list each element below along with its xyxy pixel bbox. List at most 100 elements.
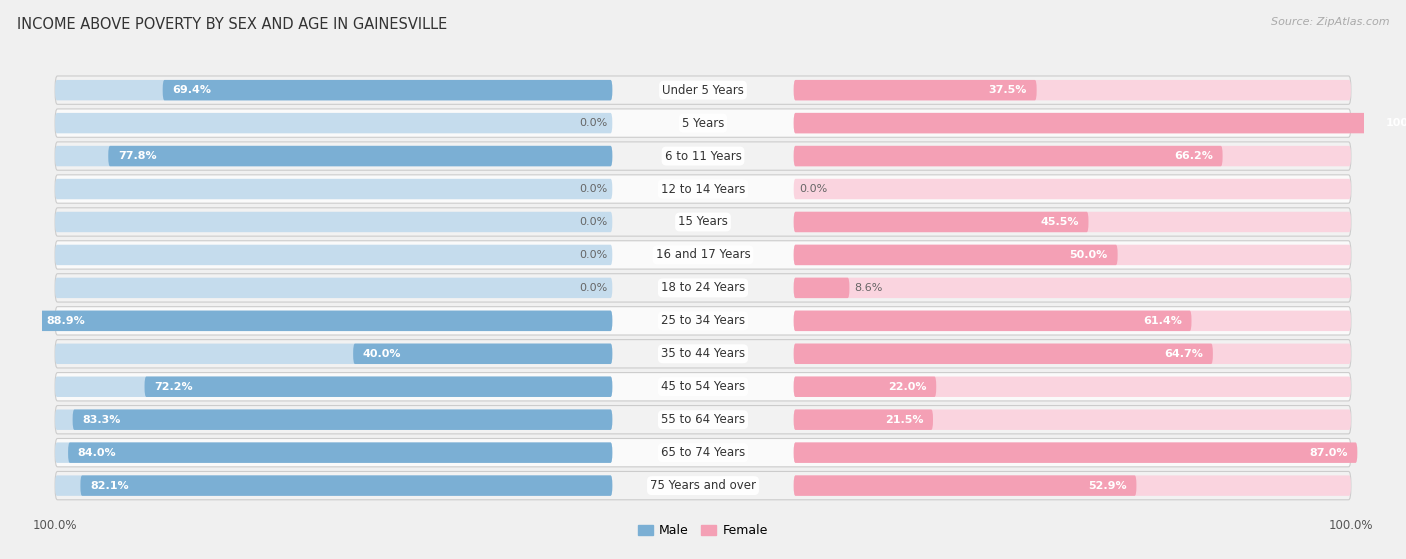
FancyBboxPatch shape xyxy=(55,405,1351,434)
Text: 75 Years and over: 75 Years and over xyxy=(650,479,756,492)
Text: 0.0%: 0.0% xyxy=(579,184,607,194)
FancyBboxPatch shape xyxy=(55,109,1351,138)
FancyBboxPatch shape xyxy=(55,438,1351,467)
FancyBboxPatch shape xyxy=(55,475,612,496)
FancyBboxPatch shape xyxy=(794,443,1351,463)
FancyBboxPatch shape xyxy=(794,245,1118,265)
FancyBboxPatch shape xyxy=(794,179,1351,199)
FancyBboxPatch shape xyxy=(55,142,1351,170)
Text: 40.0%: 40.0% xyxy=(363,349,401,359)
Text: 6 to 11 Years: 6 to 11 Years xyxy=(665,150,741,163)
Text: 21.5%: 21.5% xyxy=(884,415,924,425)
Text: 100.0%: 100.0% xyxy=(1386,118,1406,128)
Text: 45.5%: 45.5% xyxy=(1040,217,1078,227)
Text: 61.4%: 61.4% xyxy=(1143,316,1182,326)
Text: 72.2%: 72.2% xyxy=(155,382,193,392)
Text: 87.0%: 87.0% xyxy=(1309,448,1347,458)
FancyBboxPatch shape xyxy=(794,212,1351,232)
FancyBboxPatch shape xyxy=(55,241,1351,269)
Text: 5 Years: 5 Years xyxy=(682,117,724,130)
FancyBboxPatch shape xyxy=(163,80,612,101)
FancyBboxPatch shape xyxy=(794,146,1351,166)
FancyBboxPatch shape xyxy=(55,410,612,430)
FancyBboxPatch shape xyxy=(794,278,849,298)
Text: 16 and 17 Years: 16 and 17 Years xyxy=(655,248,751,262)
FancyBboxPatch shape xyxy=(145,377,612,397)
FancyBboxPatch shape xyxy=(794,245,1351,265)
Text: 35 to 44 Years: 35 to 44 Years xyxy=(661,347,745,361)
Text: 0.0%: 0.0% xyxy=(579,283,607,293)
FancyBboxPatch shape xyxy=(55,212,612,232)
FancyBboxPatch shape xyxy=(55,80,612,101)
FancyBboxPatch shape xyxy=(353,344,612,364)
FancyBboxPatch shape xyxy=(55,274,1351,302)
FancyBboxPatch shape xyxy=(794,113,1406,133)
FancyBboxPatch shape xyxy=(55,340,1351,368)
Text: 55 to 64 Years: 55 to 64 Years xyxy=(661,413,745,426)
Text: 52.9%: 52.9% xyxy=(1088,481,1126,491)
FancyBboxPatch shape xyxy=(55,443,612,463)
FancyBboxPatch shape xyxy=(794,443,1357,463)
FancyBboxPatch shape xyxy=(794,212,1088,232)
Text: 65 to 74 Years: 65 to 74 Years xyxy=(661,446,745,459)
Text: 69.4%: 69.4% xyxy=(173,85,211,95)
FancyBboxPatch shape xyxy=(73,410,612,430)
FancyBboxPatch shape xyxy=(80,475,612,496)
Text: 0.0%: 0.0% xyxy=(579,250,607,260)
Legend: Male, Female: Male, Female xyxy=(633,519,773,542)
Text: 15 Years: 15 Years xyxy=(678,215,728,229)
FancyBboxPatch shape xyxy=(794,311,1351,331)
FancyBboxPatch shape xyxy=(794,146,1223,166)
Text: INCOME ABOVE POVERTY BY SEX AND AGE IN GAINESVILLE: INCOME ABOVE POVERTY BY SEX AND AGE IN G… xyxy=(17,17,447,32)
FancyBboxPatch shape xyxy=(55,76,1351,105)
Text: Under 5 Years: Under 5 Years xyxy=(662,84,744,97)
FancyBboxPatch shape xyxy=(55,471,1351,500)
FancyBboxPatch shape xyxy=(794,410,934,430)
FancyBboxPatch shape xyxy=(794,80,1036,101)
Text: 12 to 14 Years: 12 to 14 Years xyxy=(661,183,745,196)
Text: 50.0%: 50.0% xyxy=(1070,250,1108,260)
Text: 88.9%: 88.9% xyxy=(46,316,84,326)
Text: 18 to 24 Years: 18 to 24 Years xyxy=(661,281,745,295)
FancyBboxPatch shape xyxy=(794,278,1351,298)
FancyBboxPatch shape xyxy=(55,175,1351,203)
FancyBboxPatch shape xyxy=(55,377,612,397)
FancyBboxPatch shape xyxy=(108,146,612,166)
FancyBboxPatch shape xyxy=(794,311,1191,331)
FancyBboxPatch shape xyxy=(794,344,1351,364)
FancyBboxPatch shape xyxy=(55,113,612,133)
FancyBboxPatch shape xyxy=(794,475,1136,496)
Text: 22.0%: 22.0% xyxy=(889,382,927,392)
FancyBboxPatch shape xyxy=(55,179,612,199)
Text: 45 to 54 Years: 45 to 54 Years xyxy=(661,380,745,393)
FancyBboxPatch shape xyxy=(55,208,1351,236)
FancyBboxPatch shape xyxy=(794,344,1213,364)
FancyBboxPatch shape xyxy=(794,377,936,397)
Text: 37.5%: 37.5% xyxy=(988,85,1026,95)
FancyBboxPatch shape xyxy=(55,344,612,364)
FancyBboxPatch shape xyxy=(55,311,612,331)
FancyBboxPatch shape xyxy=(37,311,612,331)
Text: 83.3%: 83.3% xyxy=(83,415,121,425)
FancyBboxPatch shape xyxy=(55,146,612,166)
FancyBboxPatch shape xyxy=(794,410,1351,430)
FancyBboxPatch shape xyxy=(794,475,1351,496)
FancyBboxPatch shape xyxy=(55,278,612,298)
FancyBboxPatch shape xyxy=(55,245,612,265)
Text: Source: ZipAtlas.com: Source: ZipAtlas.com xyxy=(1271,17,1389,27)
FancyBboxPatch shape xyxy=(794,377,1351,397)
Text: 77.8%: 77.8% xyxy=(118,151,156,161)
Text: 0.0%: 0.0% xyxy=(579,118,607,128)
Text: 64.7%: 64.7% xyxy=(1164,349,1204,359)
FancyBboxPatch shape xyxy=(794,113,1351,133)
Text: 0.0%: 0.0% xyxy=(799,184,827,194)
FancyBboxPatch shape xyxy=(55,373,1351,401)
Text: 84.0%: 84.0% xyxy=(77,448,117,458)
FancyBboxPatch shape xyxy=(794,80,1351,101)
FancyBboxPatch shape xyxy=(67,443,612,463)
Text: 66.2%: 66.2% xyxy=(1174,151,1213,161)
Text: 25 to 34 Years: 25 to 34 Years xyxy=(661,314,745,328)
Text: 0.0%: 0.0% xyxy=(579,217,607,227)
Text: 8.6%: 8.6% xyxy=(855,283,883,293)
FancyBboxPatch shape xyxy=(55,307,1351,335)
